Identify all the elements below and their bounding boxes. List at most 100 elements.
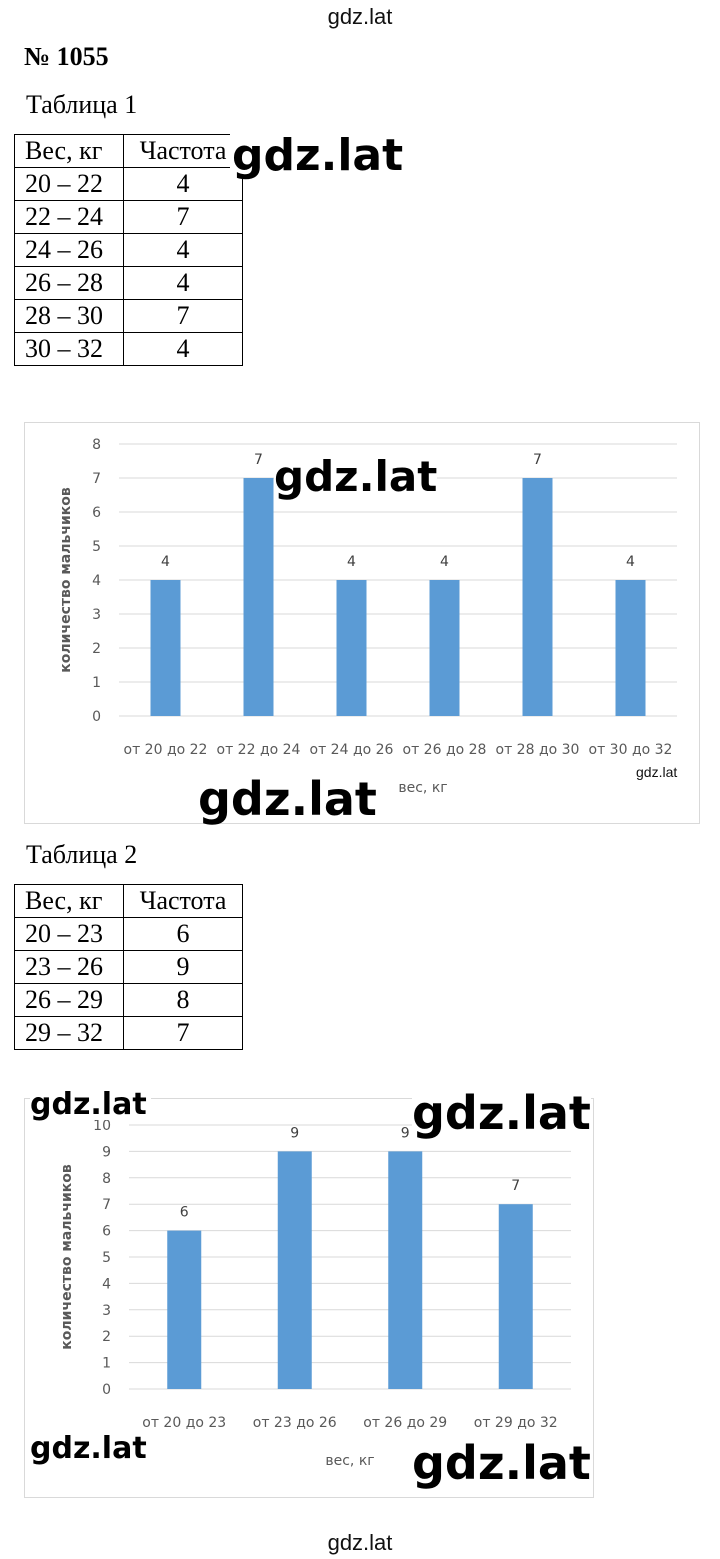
table-cell-frequency: 8 xyxy=(123,983,243,1017)
x-tick-label: от 24 до 26 xyxy=(310,742,394,758)
bar xyxy=(243,478,274,716)
table-cell-interval: 24 – 26 xyxy=(14,233,124,267)
x-tick-label: от 22 до 24 xyxy=(217,742,301,758)
table-cell-frequency: 4 xyxy=(123,167,243,201)
watermark-chart2-bottom-right: gdz.lat xyxy=(412,1436,591,1490)
table-cell-frequency: 7 xyxy=(123,1016,243,1050)
watermark-chart2-top-left: gdz.lat xyxy=(30,1090,151,1120)
table2-caption: Таблица 2 xyxy=(26,840,138,869)
y-tick-label: 1 xyxy=(92,675,101,691)
table-cell-interval: 20 – 23 xyxy=(14,917,124,951)
watermark-bottom: gdz.lat xyxy=(327,1530,393,1555)
table-cell-interval: 30 – 32 xyxy=(14,332,124,366)
bar xyxy=(277,1151,312,1389)
data-label: 7 xyxy=(511,1178,520,1194)
table-row: 28 – 30 7 xyxy=(14,299,243,333)
table-cell-frequency: 6 xyxy=(123,917,243,951)
watermark-chart2-bottom-left: gdz.lat xyxy=(30,1434,151,1464)
table-row: 20 – 22 4 xyxy=(14,167,243,201)
table-cell-interval: 26 – 29 xyxy=(14,983,124,1017)
data-label: 7 xyxy=(533,452,542,468)
y-tick-label: 7 xyxy=(92,471,101,487)
y-tick-label: 3 xyxy=(102,1303,111,1319)
bar xyxy=(336,580,367,716)
table-row: 20 – 23 6 xyxy=(14,917,243,951)
table-cell-interval: 20 – 22 xyxy=(14,167,124,201)
table-header-row: Вес, кг Частота xyxy=(14,884,243,918)
x-tick-label: от 26 до 28 xyxy=(403,742,487,758)
bar xyxy=(388,1151,423,1389)
chart2-svg: 0 1 2 3 4 5 6 7 8 9 10 6 от 20 до 23 9 от 23 до 26 9 от … xyxy=(59,1118,571,1469)
table-cell-interval: 29 – 32 xyxy=(14,1016,124,1050)
table1-caption: Таблица 1 xyxy=(26,90,138,119)
data-label: 4 xyxy=(347,554,356,570)
x-tick-label: от 26 до 29 xyxy=(363,1415,447,1431)
y-tick-label: 7 xyxy=(102,1197,111,1213)
table-cell-interval: 23 – 26 xyxy=(14,950,124,984)
table-header-weight: Вес, кг xyxy=(14,134,124,168)
table-cell-frequency: 4 xyxy=(123,233,243,267)
x-tick-label: от 30 до 32 xyxy=(589,742,673,758)
x-axis-label: вес, кг xyxy=(398,780,447,796)
table-row: 30 – 32 4 xyxy=(14,332,243,366)
table-cell-interval: 26 – 28 xyxy=(14,266,124,300)
y-tick-label: 0 xyxy=(102,1382,111,1398)
table-cell-frequency: 4 xyxy=(123,332,243,366)
y-tick-label: 6 xyxy=(92,505,101,521)
table-row: 24 – 26 4 xyxy=(14,233,243,267)
table-cell-frequency: 9 xyxy=(123,950,243,984)
watermark-chart2-top-right: gdz.lat xyxy=(412,1086,591,1140)
chart1-svg: 0 1 2 3 4 5 6 7 8 4 от 20 до 22 7 от 22 до 24 4 от 24 … xyxy=(58,437,677,796)
x-axis-label: вес, кг xyxy=(325,1453,374,1469)
x-tick-label: от 28 до 30 xyxy=(496,742,580,758)
y-tick-label: 8 xyxy=(92,437,101,453)
watermark-chart1-bottom: gdz.lat xyxy=(198,772,377,826)
watermark-chart1-small: gdz.lat xyxy=(636,764,678,780)
y-tick-label: 9 xyxy=(102,1144,111,1160)
table-cell-interval: 22 – 24 xyxy=(14,200,124,234)
y-tick-label: 3 xyxy=(92,607,101,623)
watermark-chart1-center: gdz.lat xyxy=(274,452,438,501)
table-header-frequency: Частота xyxy=(123,884,243,918)
bar xyxy=(615,580,646,716)
watermark-table1: gdz.lat xyxy=(230,130,406,181)
data-label: 6 xyxy=(180,1205,189,1221)
table-header-row: Вес, кг Частота xyxy=(14,134,243,168)
table-cell-interval: 28 – 30 xyxy=(14,299,124,333)
x-tick-label: от 20 до 23 xyxy=(142,1415,226,1431)
bar xyxy=(167,1230,202,1389)
y-tick-label: 5 xyxy=(92,539,101,555)
watermark-top: gdz.lat xyxy=(327,4,393,29)
table-row: 26 – 29 8 xyxy=(14,983,243,1017)
data-label: 9 xyxy=(290,1125,299,1141)
data-label: 4 xyxy=(161,554,170,570)
bar xyxy=(522,478,553,716)
task-number: № 1055 xyxy=(24,42,109,71)
y-tick-label: 10 xyxy=(93,1118,111,1134)
frequency-table-2: Вес, кг Частота 20 – 23 6 23 – 26 9 26 – 2… xyxy=(14,884,243,1050)
data-label: 9 xyxy=(401,1125,410,1141)
y-tick-label: 4 xyxy=(92,573,101,589)
table-row: 22 – 24 7 xyxy=(14,200,243,234)
y-tick-label: 0 xyxy=(92,709,101,725)
y-axis-label: количество мальчиков xyxy=(59,1164,75,1350)
bar xyxy=(429,580,460,716)
data-label: 4 xyxy=(626,554,635,570)
y-tick-label: 6 xyxy=(102,1224,111,1240)
y-tick-label: 4 xyxy=(102,1276,111,1292)
frequency-table-1: Вес, кг Частота 20 – 22 4 22 – 24 7 24 – 2… xyxy=(14,134,243,366)
table-header-weight: Вес, кг xyxy=(14,884,124,918)
data-label: 4 xyxy=(440,554,449,570)
bar xyxy=(150,580,181,716)
table-row: 29 – 32 7 xyxy=(14,1016,243,1050)
x-tick-label: от 20 до 22 xyxy=(124,742,208,758)
x-tick-label: от 23 до 26 xyxy=(253,1415,337,1431)
data-label: 7 xyxy=(254,452,263,468)
table-cell-frequency: 4 xyxy=(123,266,243,300)
y-tick-label: 1 xyxy=(102,1356,111,1372)
chart2-frame: 0 1 2 3 4 5 6 7 8 9 10 6 от 20 до 23 9 от 23 до 26 9 от … xyxy=(24,1098,594,1498)
table-row: 23 – 26 9 xyxy=(14,950,243,984)
x-tick-label: от 29 до 32 xyxy=(474,1415,558,1431)
table-row: 26 – 28 4 xyxy=(14,266,243,300)
y-axis-label: количество мальчиков xyxy=(58,487,74,673)
